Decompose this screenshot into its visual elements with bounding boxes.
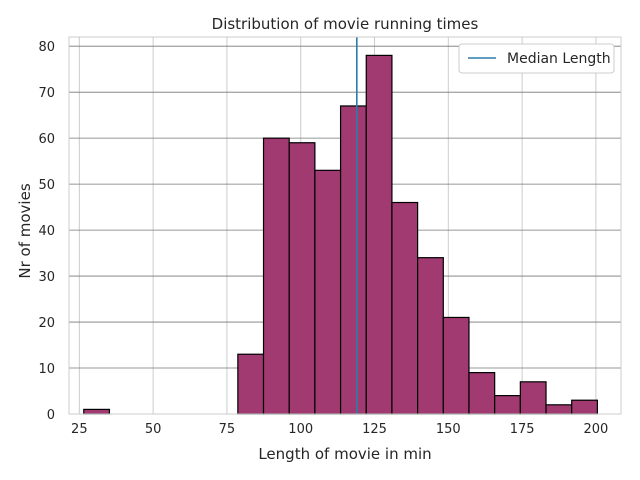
histogram-bar bbox=[262, 137, 290, 415]
y-tick-label: 0 bbox=[47, 408, 55, 423]
x-tick-label: 25 bbox=[71, 422, 88, 437]
y-tick-label: 50 bbox=[38, 178, 55, 193]
histogram-bar bbox=[545, 404, 573, 415]
plot-frame bbox=[68, 36, 622, 415]
legend-box bbox=[458, 43, 615, 74]
histogram-bar bbox=[391, 201, 419, 415]
histogram-bar bbox=[571, 399, 598, 415]
x-tick-label: 150 bbox=[436, 422, 461, 437]
histogram-bar bbox=[237, 353, 265, 415]
histogram-bar bbox=[468, 372, 496, 415]
y-tick-label: 70 bbox=[38, 86, 55, 101]
tick-label-layer: 25 50 75 100 125 150 175 200 0 10 20 30 40 50 60 70 80 bbox=[38, 40, 608, 437]
histogram-bar bbox=[83, 408, 111, 415]
y-tick-label: 20 bbox=[38, 316, 55, 331]
x-tick-label: 75 bbox=[219, 422, 236, 437]
x-tick-label: 175 bbox=[510, 422, 535, 437]
legend: Median Length bbox=[458, 43, 615, 74]
x-tick-label: 50 bbox=[145, 422, 162, 437]
histogram-bar bbox=[494, 395, 521, 415]
y-tick-label: 30 bbox=[38, 270, 55, 285]
x-tick-label: 100 bbox=[288, 422, 313, 437]
chart-title: Distribution of movie running times bbox=[212, 15, 479, 33]
y-tick-label: 60 bbox=[38, 132, 55, 147]
histogram-bar bbox=[417, 257, 444, 415]
histogram-bar bbox=[519, 381, 547, 415]
histogram-bar bbox=[288, 142, 316, 415]
y-axis-label: Nr of movies bbox=[16, 183, 34, 278]
histogram-bar bbox=[314, 169, 342, 415]
histogram-bar bbox=[365, 54, 393, 415]
y-tick-label: 40 bbox=[38, 224, 55, 239]
x-axis-label: Length of movie in min bbox=[258, 445, 431, 463]
y-tick-label: 80 bbox=[38, 40, 55, 55]
legend-label: Median Length bbox=[507, 51, 611, 67]
x-tick-label: 200 bbox=[583, 422, 608, 437]
x-tick-label: 125 bbox=[362, 422, 387, 437]
y-tick-label: 10 bbox=[38, 362, 55, 377]
histogram-bar bbox=[339, 105, 367, 415]
histogram-bar bbox=[442, 316, 470, 415]
